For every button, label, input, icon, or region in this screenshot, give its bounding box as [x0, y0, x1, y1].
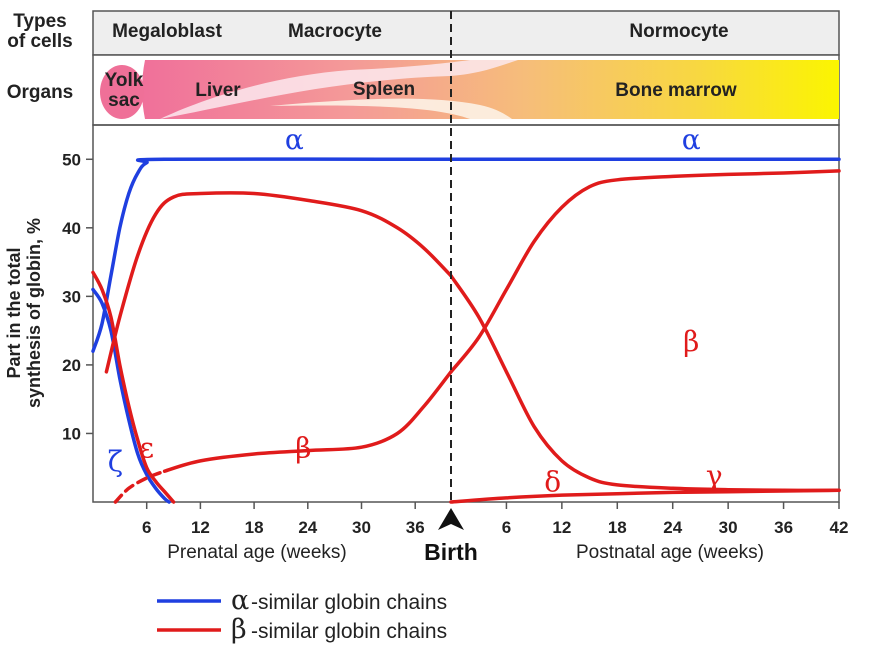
types-of-cells-label-line2: of cells — [7, 31, 72, 52]
x-tick-label: 30 — [719, 518, 738, 537]
cell-types-band — [92, 10, 840, 56]
gamma-label-postnatal: γ — [706, 459, 723, 492]
cell-types-row: Megaloblast Macrocyte Normocyte — [92, 10, 840, 56]
legend-alpha-greek: α — [231, 585, 249, 616]
y-tick-label: 40 — [62, 219, 81, 238]
organ-yolk-sac-line2: sac — [108, 90, 140, 111]
organ-yolk-sac-line1: Yolk — [105, 70, 144, 91]
cell-type-macrocyte: Macrocyte — [288, 21, 382, 42]
epsilon-label-prenatal: ε — [139, 431, 154, 464]
yolk-sac-shape — [100, 65, 144, 119]
organs-label: Organs — [7, 82, 74, 103]
x-tick-label: 12 — [552, 518, 571, 537]
zeta-curve-prenatal — [91, 287, 171, 504]
delta-curve-postnatal — [449, 488, 841, 504]
organ-bone-marrow: Bone marrow — [615, 80, 737, 101]
y-tick-label: 20 — [62, 356, 81, 375]
x-axis-title-prenatal: Prenatal age (weeks) — [167, 542, 347, 563]
x-axis-ticks: 6 12 18 24 30 36 6 12 18 24 30 36 42 — [142, 502, 848, 537]
x-tick-label: 6 — [502, 518, 511, 537]
delta-label-postnatal: δ — [544, 466, 561, 499]
beta-label-prenatal: β — [295, 431, 311, 464]
x-tick-label: 42 — [830, 518, 849, 537]
curves — [91, 157, 841, 504]
organs-row: Yolk sac Liver Spleen Bone marrow — [92, 54, 840, 126]
y-axis-title-line2: synthesis of globin, % — [24, 218, 44, 408]
zeta-label-prenatal: ζ — [108, 445, 123, 478]
curve-labels: α α ζ ε β β γ δ — [108, 123, 723, 499]
legend-beta-greek: β — [231, 614, 247, 645]
x-tick-label: 12 — [191, 518, 210, 537]
beta-curve-prenatal-dashed — [113, 469, 167, 504]
alpha-label-prenatal: α — [285, 123, 304, 156]
x-tick-label: 30 — [352, 518, 371, 537]
plot-frame — [92, 124, 840, 503]
epsilon-curve-prenatal — [91, 270, 176, 504]
x-tick-label: 36 — [774, 518, 793, 537]
x-tick-label: 6 — [142, 518, 151, 537]
x-tick-label: 18 — [608, 518, 627, 537]
legend-beta-text: -similar globin chains — [251, 620, 447, 643]
y-tick-label: 50 — [62, 150, 81, 169]
organ-overlap-streak-1 — [160, 60, 518, 119]
birth-label: Birth — [424, 539, 478, 565]
legend-alpha-text: -similar globin chains — [251, 591, 447, 614]
x-tick-label: 36 — [406, 518, 425, 537]
types-of-cells-label-line1: Types — [13, 11, 67, 32]
y-tick-label: 30 — [62, 287, 81, 306]
x-axis-title-postnatal: Postnatal age (weeks) — [576, 542, 764, 563]
x-tick-label: 18 — [245, 518, 264, 537]
alpha-label-postnatal: α — [682, 123, 701, 156]
x-tick-label: 24 — [663, 518, 682, 537]
gamma-curve-prenatal — [104, 191, 453, 374]
cell-type-normocyte: Normocyte — [629, 21, 728, 42]
y-axis-ticks: 10 20 30 40 50 — [62, 150, 93, 443]
y-axis-title-line1: Part in the total — [4, 247, 24, 378]
y-tick-label: 10 — [62, 424, 81, 443]
x-tick-label: 24 — [298, 518, 317, 537]
beta-curve-postnatal — [449, 169, 841, 374]
gamma-curve-postnatal — [449, 274, 841, 493]
alpha-curve-prenatal — [91, 157, 453, 353]
cell-type-megaloblast: Megaloblast — [112, 21, 222, 42]
organ-spleen: Spleen — [353, 79, 415, 100]
birth-arrow-icon — [438, 508, 464, 530]
organ-liver: Liver — [195, 80, 241, 101]
beta-curve-prenatal — [162, 370, 453, 473]
legend: α -similar globin chains β -similar glob… — [157, 585, 447, 645]
beta-label-postnatal: β — [683, 325, 699, 358]
